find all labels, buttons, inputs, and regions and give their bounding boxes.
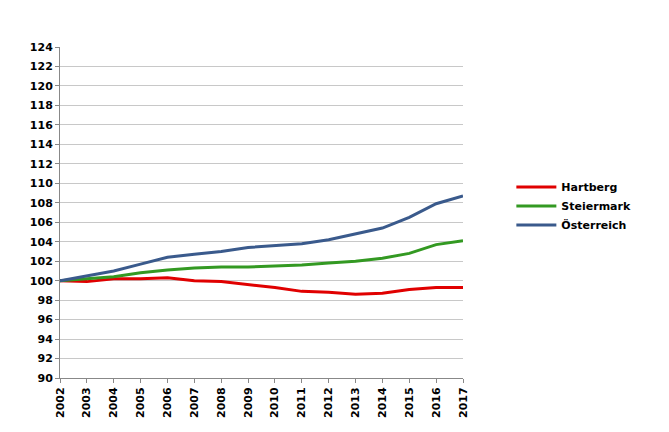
svg-text:98: 98 [37,294,52,307]
svg-text:2016: 2016 [430,387,443,418]
svg-text:2005: 2005 [134,387,147,418]
svg-text:118: 118 [30,99,53,112]
svg-text:94: 94 [37,333,53,346]
svg-text:108: 108 [30,197,53,210]
svg-text:2009: 2009 [242,387,255,418]
svg-text:Steiermark: Steiermark [561,200,631,213]
svg-text:2008: 2008 [215,387,228,418]
svg-text:2002: 2002 [54,387,67,418]
svg-text:2007: 2007 [188,387,201,418]
svg-text:96: 96 [37,313,53,326]
svg-text:Österreich: Österreich [561,218,626,232]
svg-text:2006: 2006 [161,387,174,418]
svg-text:2017: 2017 [457,387,470,418]
svg-text:2004: 2004 [107,387,120,418]
svg-text:2011: 2011 [295,387,308,418]
svg-text:2013: 2013 [349,387,362,418]
svg-text:2014: 2014 [376,387,389,418]
svg-text:100: 100 [30,275,53,288]
svg-text:116: 116 [30,119,53,132]
svg-text:124: 124 [30,41,53,54]
svg-text:120: 120 [30,80,53,93]
svg-text:122: 122 [30,60,53,73]
svg-text:92: 92 [37,352,52,365]
svg-text:114: 114 [30,138,53,151]
svg-text:90: 90 [37,372,53,385]
svg-text:112: 112 [30,158,53,171]
svg-text:104: 104 [30,236,53,249]
svg-text:110: 110 [30,177,53,190]
svg-text:2015: 2015 [403,387,416,418]
svg-text:Hartberg: Hartberg [561,181,617,194]
svg-text:2010: 2010 [269,387,282,418]
svg-text:106: 106 [30,216,53,229]
svg-text:102: 102 [30,255,53,268]
svg-text:2003: 2003 [80,387,93,418]
svg-text:2012: 2012 [322,387,335,418]
